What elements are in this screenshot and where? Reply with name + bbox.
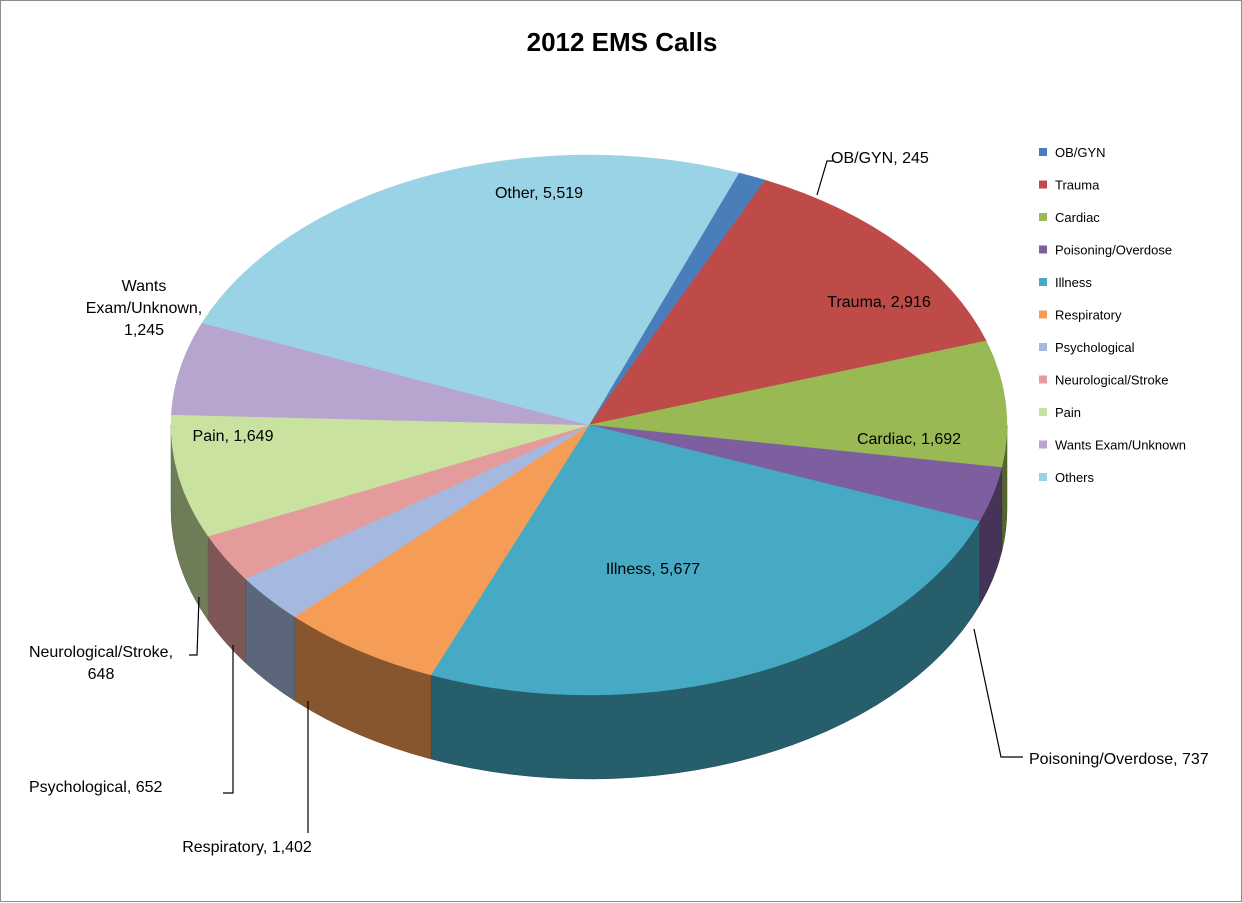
data-label-others: Other, 5,519 <box>495 185 583 202</box>
data-label-respiratory: Respiratory, 1,402 <box>182 839 312 856</box>
legend-label-others: Others <box>1055 470 1095 485</box>
legend-swatch-others <box>1039 473 1047 481</box>
legend-swatch-neurological-stroke <box>1039 375 1047 384</box>
data-label-wants-exam-unknown: Wants Exam/Unknown, 1,245 <box>86 278 203 339</box>
slice-others <box>201 154 740 426</box>
leader-line-neurological-stroke <box>189 596 200 656</box>
data-label-ob-gyn: OB/GYN, 245 <box>831 150 929 167</box>
legend-swatch-respiratory <box>1039 310 1047 319</box>
legend-swatch-poisoning-overdose <box>1039 245 1047 254</box>
leader-line-poisoning-overdose <box>973 628 1023 758</box>
legend-swatch-wants-exam-unknown <box>1039 440 1047 449</box>
legend-label-pain: Pain <box>1055 405 1081 420</box>
data-label-psychological: Psychological, 652 <box>29 779 163 796</box>
legend-label-ob-gyn: OB/GYN <box>1055 145 1106 160</box>
slice-cardiac <box>588 340 1008 468</box>
slice-respiratory <box>294 424 590 676</box>
label-leader-lines <box>189 160 1023 833</box>
legend-swatch-ob-gyn <box>1039 148 1047 156</box>
data-label-cardiac: Cardiac, 1,692 <box>857 431 961 448</box>
data-labels: OB/GYN, 245 Trauma, 2,916 Cardiac, 1,692 Po… <box>29 150 1209 856</box>
leader-line-psychological <box>223 645 234 794</box>
slice-trauma <box>588 179 987 426</box>
data-label-trauma: Trauma, 2,916 <box>827 294 931 311</box>
legend-label-trauma: Trauma <box>1055 178 1100 193</box>
legend-label-cardiac: Cardiac <box>1055 210 1100 225</box>
legend-swatch-trauma <box>1039 180 1047 189</box>
data-label-pain: Pain, 1,649 <box>193 428 274 445</box>
legend-label-poisoning-overdose: Poisoning/Overdose <box>1055 243 1172 258</box>
legend-swatch-illness <box>1039 278 1047 286</box>
legend: OB/GYN Trauma Cardiac Poisoning/Overdose Ill… <box>1039 145 1186 485</box>
slice-illness <box>430 424 980 696</box>
legend-swatch-psychological <box>1039 343 1047 351</box>
legend-label-psychological: Psychological <box>1055 340 1135 355</box>
chart-title: 2012 EMS Calls <box>527 27 718 57</box>
slice-pain <box>170 414 590 537</box>
legend-label-wants-exam-unknown: Wants Exam/Unknown <box>1055 438 1186 453</box>
slice-wants-exam-unknown <box>171 322 590 426</box>
data-label-illness: Illness, 5,677 <box>606 561 700 578</box>
legend-label-respiratory: Respiratory <box>1055 308 1122 323</box>
legend-label-neurological-stroke: Neurological/Stroke <box>1055 373 1168 388</box>
data-label-neurological-stroke: Neurological/Stroke, 648 <box>29 644 173 683</box>
data-label-poisoning-overdose: Poisoning/Overdose, 737 <box>1029 751 1209 768</box>
leader-line-ob-gyn <box>816 160 833 196</box>
legend-label-illness: Illness <box>1055 275 1092 290</box>
legend-swatch-cardiac <box>1039 213 1047 221</box>
pie-slices <box>170 154 1008 696</box>
legend-swatch-pain <box>1039 408 1047 416</box>
